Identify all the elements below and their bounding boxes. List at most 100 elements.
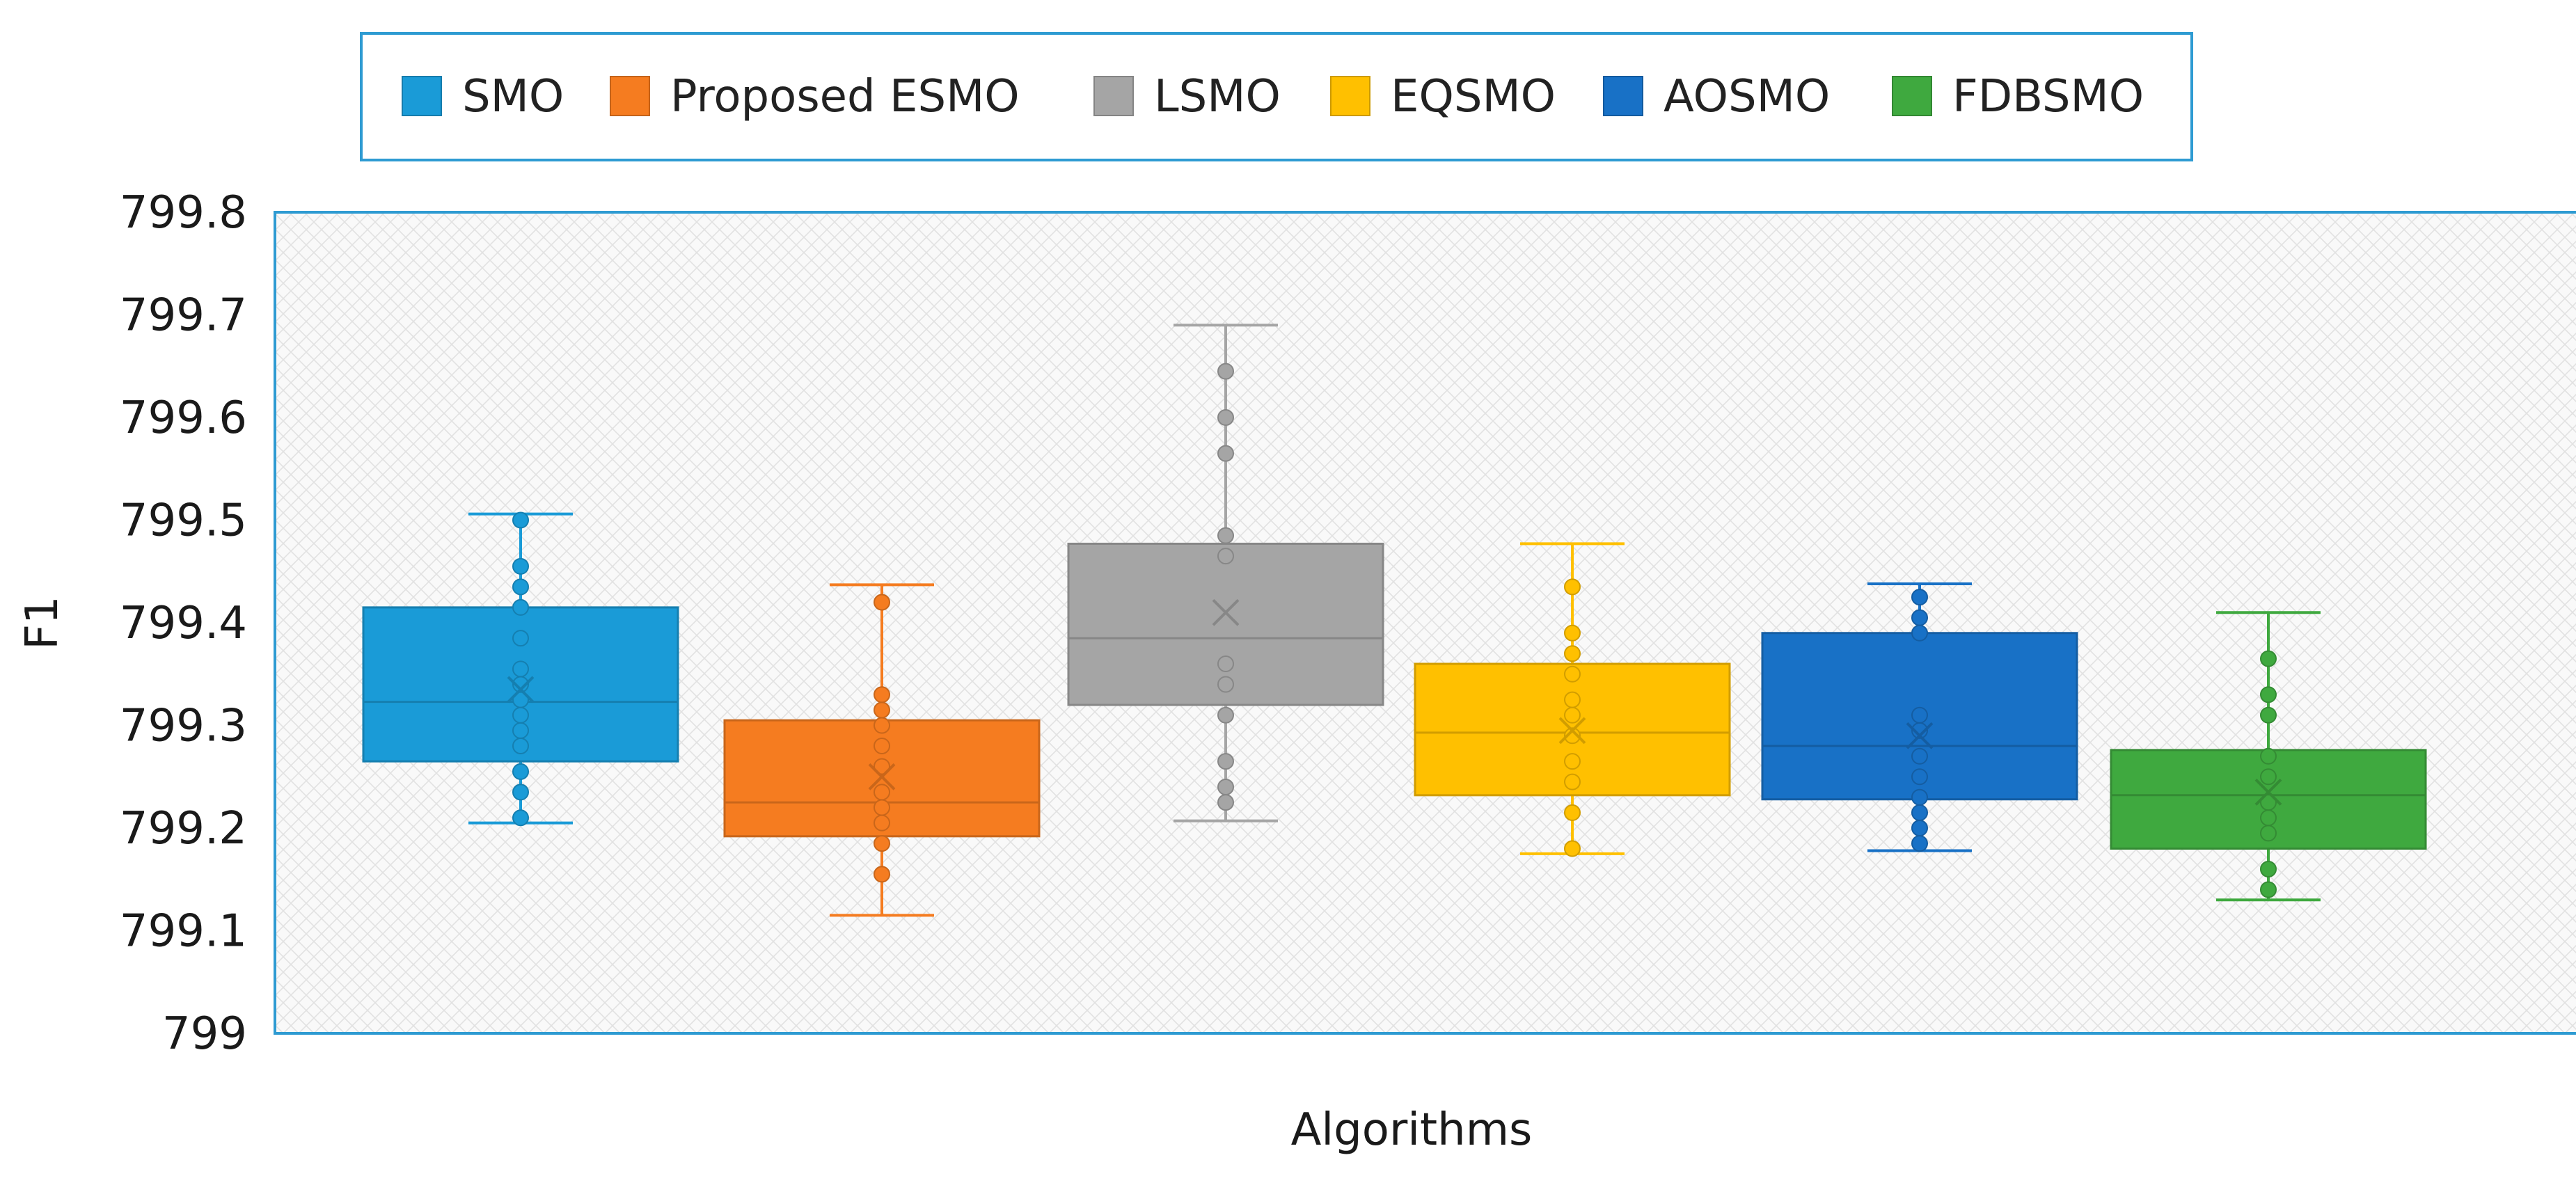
y-tick-label: 799 (162, 1008, 247, 1060)
box-fdbsmo (2110, 611, 2427, 902)
data-point (512, 511, 529, 529)
legend: SMO Proposed ESMO LSMO EQSMO AOSMO FDBSMO (402, 71, 2144, 122)
data-point (874, 784, 890, 801)
y-axis-label: F1 (17, 596, 68, 650)
data-point (1564, 773, 1581, 790)
box-lsmo (1067, 324, 1384, 823)
data-point (512, 784, 529, 801)
data-point (1564, 727, 1581, 745)
data-point (2260, 794, 2277, 811)
box-eqsmo (1414, 542, 1731, 857)
data-point (1217, 445, 1234, 462)
data-point (1564, 706, 1581, 724)
box-smo (362, 511, 679, 827)
legend-item: Proposed ESMO (610, 71, 1020, 122)
data-point (1217, 794, 1234, 811)
data-point (2260, 747, 2277, 765)
data-point (874, 835, 890, 852)
data-point (1911, 804, 1928, 821)
data-point (512, 738, 529, 754)
data-point (2260, 825, 2277, 842)
data-point (1217, 753, 1234, 770)
data-point (1217, 527, 1234, 544)
data-point (512, 630, 529, 647)
data-point (512, 763, 529, 780)
data-point (1564, 691, 1581, 708)
data-point (512, 706, 529, 724)
data-point (512, 598, 529, 616)
data-point (512, 578, 529, 596)
legend-item: EQSMO (1330, 71, 1556, 122)
data-point (1217, 655, 1234, 672)
data-point (1217, 706, 1234, 724)
mean-marker (507, 676, 535, 704)
data-point (512, 660, 529, 678)
data-point (1911, 706, 1928, 724)
data-point (512, 809, 529, 827)
legend-swatch (610, 76, 650, 116)
legend-label: LSMO (1154, 71, 1281, 122)
y-tick-label: 799.1 (120, 906, 247, 957)
data-point (1217, 409, 1234, 426)
y-tick-label: 799.3 (120, 701, 247, 752)
legend-swatch (1603, 76, 1643, 116)
data-point (2260, 881, 2277, 898)
mean-marker (868, 763, 896, 790)
data-point (1217, 363, 1234, 380)
data-point (1564, 665, 1581, 683)
data-point (2260, 686, 2277, 704)
data-point (2260, 706, 2277, 724)
data-point (1217, 779, 1234, 795)
data-point (1911, 609, 1928, 626)
legend-label: FDBSMO (1952, 71, 2144, 122)
box-proposed-esmo (723, 583, 1041, 917)
y-tick-label: 799.5 (120, 495, 247, 547)
legend-item: LSMO (1093, 71, 1281, 122)
data-point (512, 722, 529, 739)
x-axis-label: Algorithms (1291, 1104, 1533, 1156)
data-point (1911, 820, 1928, 836)
data-point (1911, 788, 1928, 806)
data-point (874, 758, 890, 775)
mean-marker (1212, 598, 1240, 626)
data-point (1564, 645, 1581, 662)
legend-swatch (1892, 76, 1932, 116)
data-point (874, 594, 890, 611)
y-tick-label: 799.7 (120, 290, 247, 342)
data-point (1911, 835, 1928, 852)
legend-item: FDBSMO (1892, 71, 2144, 122)
data-point (1564, 753, 1581, 770)
data-point (874, 738, 890, 754)
legend-label: AOSMO (1664, 71, 1830, 122)
plot-area-border (274, 211, 2576, 1035)
legend-label: EQSMO (1391, 71, 1556, 122)
data-point (874, 799, 890, 816)
mean-marker (1558, 717, 1586, 745)
data-point (1564, 624, 1581, 642)
box-series (362, 324, 2427, 917)
legend-label: SMO (462, 71, 564, 122)
data-point (2260, 861, 2277, 877)
data-point (1911, 768, 1928, 786)
legend-box (360, 32, 2193, 161)
legend-item: SMO (402, 71, 564, 122)
legend-swatch (402, 76, 442, 116)
data-point (874, 717, 890, 734)
data-point (1217, 548, 1234, 565)
y-axis-tick-labels: 799 799.1 799.2 799.3 799.4 799.5 799.6 799.7 79… (120, 187, 247, 1060)
data-point (1911, 747, 1928, 765)
legend-item: AOSMO (1603, 71, 1830, 122)
legend-swatch (1093, 76, 1134, 116)
data-point (1564, 578, 1581, 596)
data-point (512, 557, 529, 575)
data-point (874, 866, 890, 883)
data-point (1911, 624, 1928, 642)
box-aosmo (1761, 582, 2078, 852)
y-tick-label: 799.4 (120, 598, 247, 649)
data-point (1911, 589, 1928, 606)
mean-marker (2254, 778, 2282, 806)
data-point (1564, 804, 1581, 821)
data-point (874, 814, 890, 832)
data-point (874, 701, 890, 719)
